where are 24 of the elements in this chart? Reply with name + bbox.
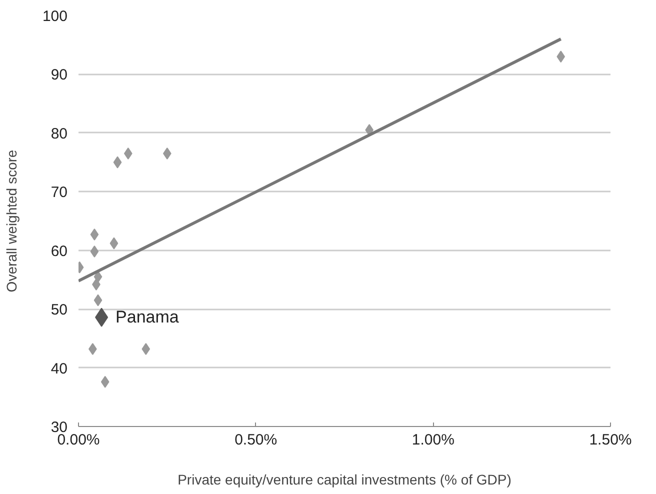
y-tick-label: 90 <box>50 66 68 84</box>
y-tick-label: 50 <box>50 302 68 319</box>
point <box>142 342 150 355</box>
x-axis-title: Private equity/venture capital investments (% of GDP) <box>178 472 512 488</box>
point <box>113 156 122 168</box>
x-tick-label: 1.00% <box>412 432 454 448</box>
y-tick-label: 40 <box>50 360 68 378</box>
series-label: Panama <box>116 307 180 326</box>
point <box>110 237 118 250</box>
point <box>94 294 102 306</box>
y-tick-label: 60 <box>50 242 68 260</box>
point <box>94 270 102 283</box>
y-tick-label: 80 <box>50 125 68 142</box>
y-axis-title: Overall weighted score <box>3 150 20 292</box>
x-tick-label: 0.50% <box>234 432 278 448</box>
x-tick-label: 1.50% <box>589 432 632 448</box>
y-tick-label: 70 <box>50 184 68 202</box>
point <box>90 246 99 258</box>
point <box>90 228 99 241</box>
point <box>556 50 566 63</box>
x-tick-label: 0.00% <box>57 432 100 448</box>
point <box>124 147 132 160</box>
point <box>100 376 110 388</box>
y-tick-label: 100 <box>42 8 68 25</box>
